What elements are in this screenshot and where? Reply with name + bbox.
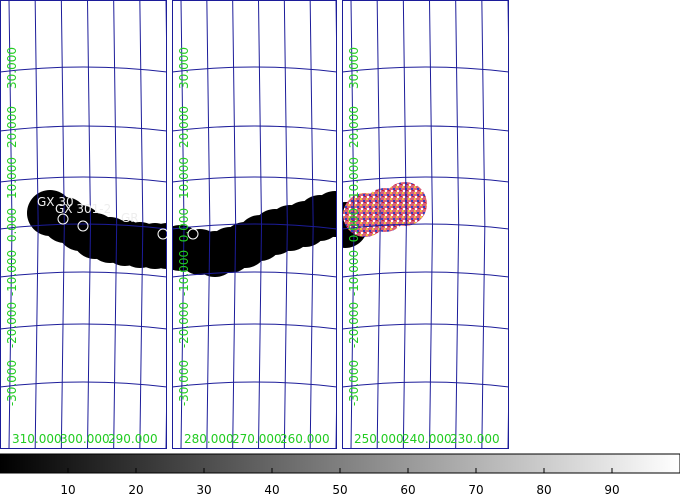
- source-label: GX 30: [37, 195, 74, 209]
- source-marker: [187, 228, 199, 240]
- y-label: 30.000: [5, 47, 19, 89]
- grid-line: [376, 0, 381, 449]
- y-label: 10.000: [177, 157, 191, 199]
- colorbar-label: 70: [468, 483, 483, 497]
- grid-line: [172, 176, 337, 183]
- colorbar-label: 40: [264, 483, 279, 497]
- x-label: 280.000: [184, 432, 234, 446]
- grid-line: [60, 0, 65, 449]
- grid-line: [0, 381, 167, 388]
- y-label: -30.000: [347, 360, 361, 406]
- grid-line: [309, 0, 314, 449]
- x-label: 240.000: [402, 432, 452, 446]
- panel: [172, 0, 337, 449]
- y-label: -20.000: [347, 302, 361, 348]
- y-label: 10.000: [347, 157, 361, 199]
- grid-line: [8, 0, 13, 449]
- grid-line: [172, 66, 337, 73]
- grid-line: [0, 271, 167, 278]
- colorbar-label: 60: [400, 483, 415, 497]
- colorbar-label: 80: [536, 483, 551, 497]
- grid-line: [429, 0, 434, 449]
- y-label: 30.000: [177, 47, 191, 89]
- x-label: 230.000: [450, 432, 500, 446]
- y-label: -10.000: [347, 250, 361, 296]
- panel-frame: [172, 0, 337, 449]
- x-label: 310.000: [12, 432, 62, 446]
- source-label: GR: [121, 211, 139, 225]
- x-label: 260.000: [280, 432, 330, 446]
- y-label: -20.000: [177, 302, 191, 348]
- panel-frame: [0, 0, 167, 449]
- x-label: 290.000: [108, 432, 158, 446]
- grid-line: [172, 381, 337, 388]
- grid-line: [342, 223, 509, 230]
- panel: [342, 0, 509, 449]
- grid-line: [342, 176, 509, 183]
- grid-line: [402, 0, 407, 449]
- y-label: 30.000: [347, 47, 361, 89]
- grid-line: [0, 176, 167, 183]
- colorbar-label: 90: [604, 483, 619, 497]
- y-label: 0.000: [177, 208, 191, 242]
- y-label: 0.000: [5, 208, 19, 242]
- source-marker: [157, 228, 169, 240]
- grid-line: [232, 0, 237, 449]
- grid-line: [258, 0, 263, 449]
- y-label: -20.000: [5, 302, 19, 348]
- grid-line: [172, 125, 337, 132]
- emission: [383, 182, 427, 226]
- grid-line: [172, 271, 337, 278]
- emission: [312, 191, 337, 237]
- grid-line: [350, 0, 355, 449]
- grid-line: [0, 125, 167, 132]
- y-label: 20.000: [5, 106, 19, 148]
- y-label: -30.000: [5, 360, 19, 406]
- grid-line: [172, 323, 337, 330]
- grid-line: [0, 323, 167, 330]
- grid-line: [172, 223, 337, 230]
- y-label: -10.000: [177, 250, 191, 296]
- emission: [144, 223, 167, 269]
- y-label: 10.000: [5, 157, 19, 199]
- grid-line: [87, 0, 92, 449]
- y-label: -10.000: [5, 250, 19, 296]
- grid-line: [342, 271, 509, 278]
- panel-frame: [342, 0, 509, 449]
- source-marker: [77, 220, 89, 232]
- grid-line: [180, 0, 185, 449]
- grid-line: [481, 0, 486, 449]
- grid-line: [113, 0, 118, 449]
- x-label: 250.000: [354, 432, 404, 446]
- grid-line: [206, 0, 211, 449]
- colorbar-label: 50: [332, 483, 347, 497]
- x-label: 270.000: [232, 432, 282, 446]
- grid-line: [0, 223, 167, 230]
- y-label: 20.000: [177, 106, 191, 148]
- grid-line: [342, 381, 509, 388]
- colorbar-label: 10: [60, 483, 75, 497]
- colorbar-label: 30: [196, 483, 211, 497]
- grid-line: [283, 0, 288, 449]
- grid-line: [342, 66, 509, 73]
- grid-line: [342, 323, 509, 330]
- colorbar-label: 20: [128, 483, 143, 497]
- y-label: -30.000: [177, 360, 191, 406]
- y-label: 0.000: [347, 208, 361, 242]
- panel: [0, 0, 167, 449]
- grid-line: [34, 0, 39, 449]
- x-label: 300.000: [60, 432, 110, 446]
- source-label: GX 301-2: [55, 202, 111, 216]
- grid-line: [455, 0, 460, 449]
- grid-line: [342, 125, 509, 132]
- grid-line: [139, 0, 144, 449]
- source-marker: [57, 213, 69, 225]
- grid-line: [0, 66, 167, 73]
- y-label: 20.000: [347, 106, 361, 148]
